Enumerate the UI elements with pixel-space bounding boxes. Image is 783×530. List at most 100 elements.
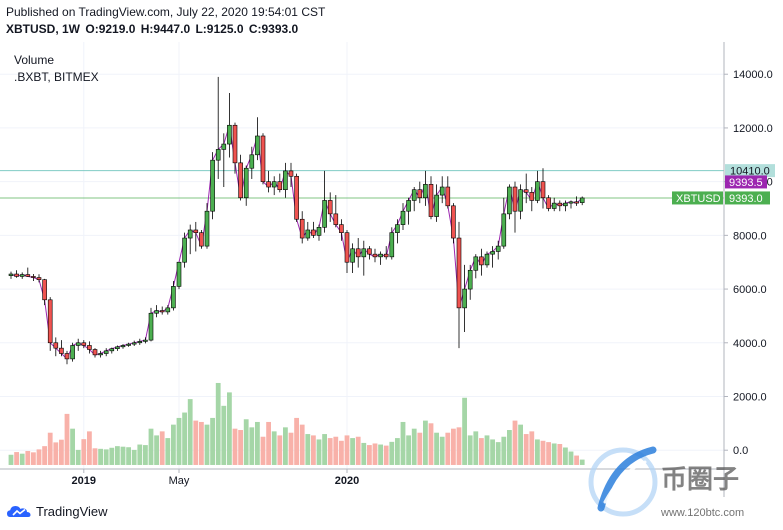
symbol-interval[interactable]: XBTUSD, 1W <box>6 22 81 36</box>
candle-body <box>546 197 551 209</box>
legend-volume[interactable]: Volume <box>14 53 55 67</box>
candle-body <box>411 189 417 201</box>
volume-bar <box>120 446 126 465</box>
candle-body <box>355 248 361 258</box>
time-axis[interactable]: 2019 May 2020 <box>72 469 360 487</box>
candle-body <box>568 201 574 204</box>
tradingview-brand: TradingView <box>36 503 108 519</box>
index-price-tag <box>725 175 767 189</box>
watermark-brand: 币圈子 <box>661 464 739 494</box>
price-axis[interactable]: 0.02000.04000.06000.08000.010000.012000.… <box>724 69 773 457</box>
candle-body <box>311 229 316 236</box>
volume-bar <box>333 436 339 465</box>
volume-bar <box>260 436 266 465</box>
candle-body <box>232 124 238 164</box>
volume-bar <box>501 436 507 465</box>
candle-body <box>227 124 232 145</box>
volume-bar <box>176 417 182 465</box>
candle-body <box>176 261 182 287</box>
candle-body <box>322 200 327 228</box>
candle-body <box>551 202 557 209</box>
resistance-price-text: 10410.0 <box>730 166 770 178</box>
volume-bar <box>266 421 271 465</box>
bxbt-index-line <box>10 125 583 360</box>
volume-bar <box>25 450 31 465</box>
candle-body <box>204 210 210 247</box>
volume-bar <box>131 449 137 465</box>
candle-body <box>479 256 484 266</box>
candle-body <box>451 205 456 239</box>
volume-bar <box>75 449 81 465</box>
volume-bar <box>378 444 383 465</box>
candle-body <box>540 181 546 199</box>
chart-pane[interactable]: 0.02000.04000.06000.08000.010000.012000.… <box>0 42 783 497</box>
low-value: L:9125.0 <box>195 22 244 36</box>
volume-bar <box>579 459 585 465</box>
volume-bar <box>159 431 165 465</box>
volume-bar <box>288 432 294 465</box>
tradingview-cloud-icon <box>7 506 31 517</box>
volume-bar <box>434 432 439 465</box>
volume-bar <box>199 421 204 465</box>
candle-body <box>53 342 59 349</box>
candle-body <box>255 135 260 156</box>
volume-bar <box>512 420 518 465</box>
candle-body <box>277 181 283 191</box>
candle-body <box>333 213 339 225</box>
volume-bar <box>215 382 221 465</box>
candle-body <box>344 232 350 263</box>
candle-body <box>36 277 42 280</box>
volume-bar <box>81 439 87 465</box>
candle-body <box>81 342 87 346</box>
volume-bar <box>283 427 288 465</box>
volume-bar <box>411 428 417 465</box>
candle-body <box>98 353 103 356</box>
grid-lines <box>0 42 724 469</box>
volume-bar <box>243 419 249 465</box>
candle-body <box>137 341 143 344</box>
volume-bar <box>395 438 400 465</box>
volume-bar <box>344 435 350 465</box>
candle-body <box>131 342 137 345</box>
candle-body <box>417 189 423 199</box>
volume-bar <box>305 434 311 465</box>
candle-body <box>557 202 563 207</box>
volume-bar <box>535 439 540 465</box>
candle-body <box>14 273 19 277</box>
resistance-price-tag <box>725 164 775 178</box>
volume-bars <box>8 382 585 465</box>
candle-body <box>445 186 451 207</box>
volume-bar <box>299 424 305 465</box>
chart-header: Published on TradingView.com, July 22, 2… <box>0 0 783 42</box>
candle-body <box>75 342 81 346</box>
candle-body <box>238 162 243 199</box>
last-price-text: 9393.0 <box>729 193 763 205</box>
volume-bar <box>171 424 176 465</box>
candle-body <box>400 210 406 225</box>
volume-bar <box>495 442 501 465</box>
candle-body <box>283 170 288 191</box>
price-chart[interactable]: 0.02000.04000.06000.08000.010000.012000.… <box>0 42 783 497</box>
tradingview-logo[interactable]: TradingView <box>6 502 108 520</box>
candle-body <box>462 288 467 309</box>
candle-body <box>467 269 473 290</box>
volume-bar <box>42 446 47 465</box>
candle-body <box>148 312 154 341</box>
candle-body <box>378 253 383 258</box>
price-tick-label: 6000.0 <box>733 284 767 296</box>
symbol-tag <box>672 191 723 205</box>
candle-body <box>243 167 249 199</box>
volume-bar <box>563 447 568 465</box>
volume-bar <box>148 428 154 465</box>
candle-body <box>495 245 501 252</box>
volume-bar <box>193 420 199 465</box>
volume-bar <box>423 420 428 465</box>
volume-bar <box>19 453 25 465</box>
candlesticks[interactable] <box>8 76 585 365</box>
legend-index[interactable]: .BXBT, BITMEX <box>14 70 99 84</box>
candle-body <box>383 253 389 258</box>
price-tick-label: 4000.0 <box>733 338 767 350</box>
volume-bar <box>568 451 574 465</box>
candle-body <box>423 184 428 199</box>
